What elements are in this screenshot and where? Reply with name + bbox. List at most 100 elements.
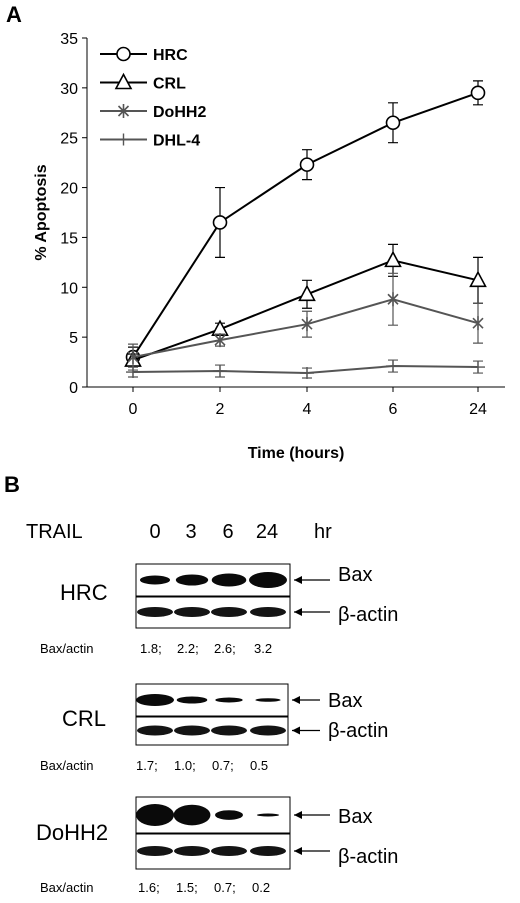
point-dohh2-0 — [127, 350, 139, 365]
actin-band-dohh2-6 — [211, 846, 247, 856]
point-crl-24 — [469, 270, 487, 288]
band-label-actin-crl: β-actin — [328, 720, 389, 742]
bax-band-hrc-24 — [249, 572, 287, 588]
point-dhl-4-0 — [126, 366, 140, 379]
ratio-crl-0h: 1.7; — [136, 758, 158, 773]
point-crl-2 — [211, 319, 229, 336]
actin-band-hrc-24 — [250, 607, 286, 617]
x-tick-label-4: 4 — [303, 401, 312, 418]
x-tick-label-0: 0 — [129, 401, 138, 418]
band-label-bax-hrc: Bax — [338, 564, 373, 586]
legend-marker-hrc — [116, 46, 131, 62]
point-dhl-4-24 — [471, 361, 485, 374]
band-label-bax-dohh2: Bax — [338, 806, 373, 828]
lane-label-0h: 0 — [149, 521, 161, 543]
bax-band-dohh2-3 — [173, 804, 211, 826]
ratio-hrc-0h: 1.8; — [140, 641, 162, 656]
y-tick-label-35: 35 — [60, 31, 78, 48]
y-tick-label-15: 15 — [60, 230, 78, 247]
trail-label: TRAIL — [26, 521, 83, 543]
arrow-head-bax-dohh2 — [294, 811, 302, 819]
legend-marker-crl — [114, 72, 133, 90]
panel-b-label: B — [4, 472, 20, 497]
x-tick-label-2: 2 — [216, 401, 225, 418]
point-dohh2-24 — [472, 316, 484, 331]
y-tick-label-20: 20 — [60, 181, 78, 198]
band-label-bax-crl: Bax — [328, 690, 363, 712]
ratio-dohh2-0h: 1.6; — [138, 880, 160, 895]
actin-band-crl-6 — [211, 725, 247, 736]
actin-band-hrc-0 — [137, 607, 173, 617]
y-tick-label-5: 5 — [69, 330, 78, 347]
actin-band-crl-0 — [137, 725, 173, 736]
y-tick-label-10: 10 — [60, 280, 78, 297]
arrow-head-actin-crl — [292, 726, 300, 735]
bax-band-dohh2-6 — [215, 810, 243, 820]
y-tick-label-0: 0 — [69, 380, 78, 397]
actin-band-crl-3 — [174, 725, 210, 736]
actin-band-dohh2-0 — [137, 846, 173, 856]
ratio-dohh2-3h: 1.5; — [176, 880, 198, 895]
arrow-head-bax-crl — [292, 696, 300, 704]
actin-band-hrc-3 — [174, 607, 210, 617]
x-axis-label: Time (hours) — [248, 445, 345, 462]
point-crl-6 — [384, 250, 402, 268]
point-hrc-2 — [212, 215, 228, 230]
legend-marker-dohh2 — [117, 104, 130, 118]
actin-band-crl-24 — [250, 725, 286, 736]
blot-cell-label-crl: CRL — [62, 706, 107, 731]
bax-band-crl-6 — [215, 697, 243, 703]
bax-band-crl-3 — [176, 696, 208, 704]
legend-entry-hrc: HRC — [153, 47, 188, 64]
lane-label-6h: 6 — [222, 521, 234, 543]
y-axis-label: % Apoptosis — [33, 164, 50, 260]
ratio-crl-6h: 0.7; — [212, 758, 234, 773]
arrow-head-bax-hrc — [294, 576, 302, 584]
actin-band-hrc-6 — [211, 607, 247, 617]
ratio-hrc-6h: 2.6; — [214, 641, 236, 656]
legend-entry-crl: CRL — [153, 76, 186, 93]
x-tick-label-24: 24 — [469, 401, 487, 418]
bax-band-hrc-6 — [211, 573, 247, 587]
hr-unit-label: hr — [314, 521, 332, 543]
bax-band-dohh2-0 — [136, 804, 174, 826]
point-crl-4 — [298, 284, 316, 302]
point-dhl-4-6 — [386, 360, 400, 373]
bax-band-hrc-3 — [175, 574, 209, 586]
point-hrc-24 — [470, 85, 486, 101]
blot-cell-label-dohh2: DoHH2 — [36, 820, 109, 845]
actin-band-dohh2-24 — [250, 846, 286, 856]
y-tick-label-30: 30 — [60, 81, 78, 98]
ratio-label-crl: Bax/actin — [40, 758, 94, 773]
ratio-hrc-24h: 3.2 — [254, 641, 273, 656]
point-hrc-6 — [385, 115, 401, 131]
ratio-label-dohh2: Bax/actin — [40, 880, 94, 895]
bax-band-hrc-0 — [139, 575, 171, 585]
legend-marker-dhl-4 — [116, 133, 131, 146]
bax-band-crl-24 — [255, 698, 281, 702]
point-dohh2-4 — [301, 317, 313, 332]
point-dhl-4-2 — [213, 365, 227, 378]
band-label-actin-hrc: β-actin — [338, 604, 399, 626]
point-hrc-4 — [299, 157, 315, 172]
y-tick-label-25: 25 — [60, 131, 78, 148]
lane-label-3h: 3 — [185, 521, 197, 543]
ratio-label-hrc: Bax/actin — [40, 641, 94, 656]
arrow-head-actin-hrc — [294, 608, 302, 616]
ratio-dohh2-6h: 0.7; — [214, 880, 236, 895]
point-dohh2-2 — [214, 333, 226, 348]
series-line-dhl-4 — [132, 365, 479, 375]
ratio-crl-3h: 1.0; — [174, 758, 196, 773]
x-tick-label-6: 6 — [389, 401, 398, 418]
lane-label-24h: 24 — [255, 521, 279, 543]
ratio-dohh2-24h: 0.2 — [252, 880, 271, 895]
band-label-actin-dohh2: β-actin — [338, 846, 399, 868]
blot-cell-label-hrc: HRC — [60, 580, 108, 605]
legend-entry-dhl-4: DHL-4 — [153, 133, 200, 150]
bax-band-dohh2-24 — [256, 813, 280, 817]
ratio-hrc-3h: 2.2; — [177, 641, 199, 656]
legend-entry-dohh2: DoHH2 — [153, 104, 206, 121]
ratio-crl-24h: 0.5 — [250, 758, 269, 773]
point-dohh2-6 — [387, 292, 399, 307]
